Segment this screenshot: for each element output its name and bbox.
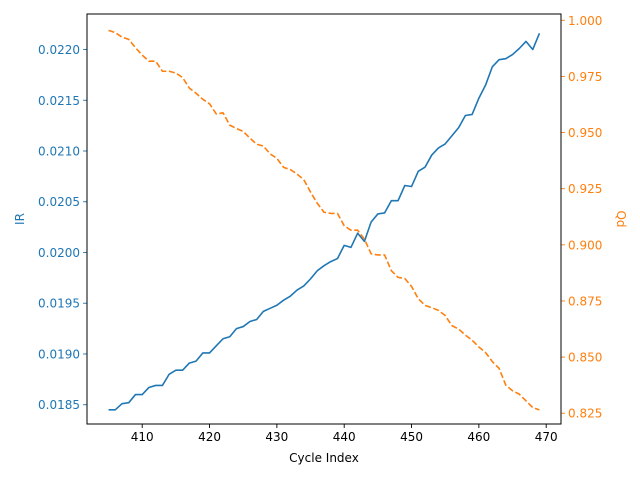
left-axis-label: IR [13,213,27,225]
left-tick-label: 0.0190 [38,347,80,361]
right-tick-label: 0.850 [568,351,602,365]
left-tick-label: 0.0195 [38,297,80,311]
left-axis-ticks: 0.0185 0.0190 0.0195 0.0200 0.0205 0.0210 0.02… [38,43,87,412]
right-tick-label: 0.825 [568,407,602,421]
right-axis-label: Qd [614,210,628,227]
x-tick-label: 440 [333,430,356,444]
right-tick-label: 0.900 [568,238,602,252]
x-tick-label: 460 [467,430,490,444]
left-tick-label: 0.0200 [38,246,80,260]
plot-lines [108,29,541,411]
x-tick-label: 410 [131,430,154,444]
right-tick-label: 0.875 [568,294,602,308]
right-tick-label: 0.950 [568,126,602,140]
right-tick-label: 0.925 [568,182,602,196]
x-tick-label: 450 [400,430,423,444]
qd-series-line [108,29,540,411]
x-tick-label: 420 [198,430,221,444]
x-tick-label: 470 [535,430,558,444]
plot-frame [86,13,562,425]
left-tick-label: 0.0205 [38,195,80,209]
x-axis-ticks: 410 420 430 440 450 460 470 [131,424,558,444]
left-tick-label: 0.0220 [38,43,80,57]
ir-series-line [108,32,541,411]
right-axis-ticks: 0.825 0.850 0.875 0.900 0.925 0.950 0.975 1.000 [561,14,602,421]
left-tick-label: 0.0185 [38,398,80,412]
x-tick-label: 430 [265,430,288,444]
left-tick-label: 0.0210 [38,145,80,159]
x-axis-label: Cycle Index [289,451,359,465]
right-tick-label: 1.000 [568,14,602,28]
right-tick-label: 0.975 [568,70,602,84]
left-tick-label: 0.0215 [38,94,80,108]
